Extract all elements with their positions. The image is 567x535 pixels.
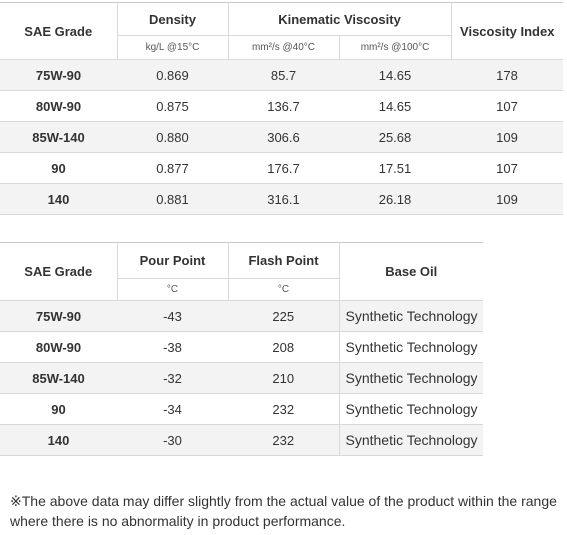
grade-cell: 75W-90 <box>0 59 117 91</box>
flash-cell: 210 <box>228 362 339 394</box>
table-row: 140 0.881 316.1 26.18 109 <box>0 183 563 215</box>
header-base-oil: Base Oil <box>338 242 483 301</box>
base-oil-cell: Synthetic Technology <box>338 300 483 332</box>
unit-pour: °C <box>116 278 228 301</box>
table-row: 75W-90 -43 225 Synthetic Technology <box>0 300 483 332</box>
table-row: 85W-140 -32 210 Synthetic Technology <box>0 362 483 394</box>
vi-cell: 107 <box>451 152 563 184</box>
vi-cell: 178 <box>451 59 563 91</box>
kv100-cell: 26.18 <box>339 183 451 215</box>
flash-cell: 208 <box>228 331 339 363</box>
kv100-cell: 14.65 <box>339 59 451 91</box>
vi-cell: 109 <box>451 183 563 215</box>
unit-density: kg/L @15°C <box>116 35 228 60</box>
grade-cell: 85W-140 <box>0 121 117 153</box>
base-oil-cell: Synthetic Technology <box>338 331 483 363</box>
pour-cell: -32 <box>117 362 228 394</box>
header-flash-point: Flash Point <box>227 242 339 279</box>
grade-cell: 85W-140 <box>0 362 117 394</box>
base-oil-cell: Synthetic Technology <box>338 393 483 425</box>
kv40-cell: 306.6 <box>228 121 339 153</box>
grade-cell: 75W-90 <box>0 300 117 332</box>
table-row: 140 -30 232 Synthetic Technology <box>0 424 483 456</box>
grade-cell: 90 <box>0 152 117 184</box>
flash-cell: 232 <box>228 424 339 456</box>
density-cell: 0.875 <box>117 90 228 122</box>
vi-cell: 107 <box>451 90 563 122</box>
header-sae-grade: SAE Grade <box>0 2 117 60</box>
table-row: 80W-90 -38 208 Synthetic Technology <box>0 331 483 363</box>
vi-cell: 109 <box>451 121 563 153</box>
density-cell: 0.877 <box>117 152 228 184</box>
base-oil-cell: Synthetic Technology <box>338 424 483 456</box>
table-row: 80W-90 0.875 136.7 14.65 107 <box>0 90 563 122</box>
kv100-cell: 17.51 <box>339 152 451 184</box>
header-viscosity-index: Viscosity Index <box>450 2 563 60</box>
base-oil-cell: Synthetic Technology <box>338 362 483 394</box>
table-row: 90 -34 232 Synthetic Technology <box>0 393 483 425</box>
pour-cell: -43 <box>117 300 228 332</box>
unit-kv100: mm²/s @100°C <box>338 35 451 60</box>
header-sae-grade: SAE Grade <box>0 242 117 301</box>
flash-cell: 225 <box>228 300 339 332</box>
kv40-cell: 316.1 <box>228 183 339 215</box>
density-cell: 0.869 <box>117 59 228 91</box>
table-row: 75W-90 0.869 85.7 14.65 178 <box>0 59 563 91</box>
pour-cell: -38 <box>117 331 228 363</box>
pour-cell: -34 <box>117 393 228 425</box>
unit-kv40: mm²/s @40°C <box>227 35 339 60</box>
header-pour-point: Pour Point <box>116 242 228 279</box>
kv100-cell: 25.68 <box>339 121 451 153</box>
grade-cell: 80W-90 <box>0 90 117 122</box>
footnote: ※The above data may differ slightly from… <box>10 493 557 529</box>
kv40-cell: 136.7 <box>228 90 339 122</box>
flash-cell: 232 <box>228 393 339 425</box>
header-density: Density <box>116 2 228 36</box>
grade-cell: 140 <box>0 183 117 215</box>
kv40-cell: 85.7 <box>228 59 339 91</box>
header-kinematic-viscosity: Kinematic Viscosity <box>227 2 451 36</box>
density-cell: 0.880 <box>117 121 228 153</box>
pour-cell: -30 <box>117 424 228 456</box>
unit-flash: °C <box>227 278 339 301</box>
table-row: 85W-140 0.880 306.6 25.68 109 <box>0 121 563 153</box>
grade-cell: 90 <box>0 393 117 425</box>
point-table: SAE Grade Pour Point Flash Point Base Oi… <box>0 242 483 456</box>
grade-cell: 140 <box>0 424 117 456</box>
kv40-cell: 176.7 <box>228 152 339 184</box>
density-cell: 0.881 <box>117 183 228 215</box>
viscosity-table: SAE Grade Density Kinematic Viscosity Vi… <box>0 2 563 215</box>
kv100-cell: 14.65 <box>339 90 451 122</box>
table-row: 90 0.877 176.7 17.51 107 <box>0 152 563 184</box>
grade-cell: 80W-90 <box>0 331 117 363</box>
